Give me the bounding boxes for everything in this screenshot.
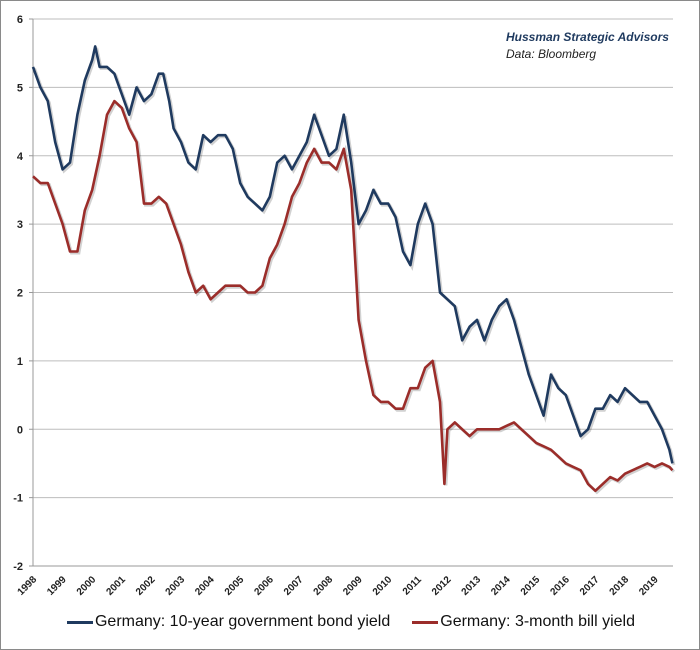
x-tick-label: 2003: [164, 574, 188, 598]
y-tick-label: -2: [13, 561, 23, 573]
y-tick-label: 3: [17, 219, 23, 231]
x-tick-label: 2012: [430, 574, 454, 598]
x-tick-label: 2011: [401, 574, 424, 597]
legend-item-bond: Germany: 10-year government bond yield: [66, 613, 391, 631]
x-tick-label: 2018: [608, 574, 632, 598]
x-tick-label: 2004: [193, 574, 217, 598]
x-tick-label: 1998: [16, 574, 40, 598]
x-tick-label: 2014: [489, 574, 513, 598]
x-tick-label: 1999: [45, 574, 69, 598]
y-tick-label: 6: [17, 14, 23, 26]
y-tick-label: 0: [17, 424, 23, 436]
y-tick-label: 4: [17, 151, 24, 163]
x-tick-label: 2008: [312, 574, 336, 598]
series-line-bill-yield: [32, 99, 674, 493]
legend-item-bill: Germany: 3-month bill yield: [412, 613, 635, 631]
y-tick-label: -1: [13, 493, 23, 505]
y-tick-label: 1: [17, 356, 23, 368]
annotation-author: Hussman Strategic Advisors: [506, 30, 669, 44]
x-tick-label: 2015: [519, 574, 543, 598]
x-tick-label: 2001: [104, 574, 128, 598]
x-tick-label: 2013: [460, 574, 484, 598]
x-tick-label: 2019: [637, 574, 661, 598]
series-shadow: [33, 100, 676, 495]
x-tick-label: 2010: [371, 574, 395, 598]
x-tick-label: 2016: [548, 574, 572, 598]
legend-swatch-bill: [412, 620, 439, 624]
source-annotation: Hussman Strategic Advisors Data: Bloombe…: [506, 29, 669, 63]
x-tick-label: 2000: [75, 574, 99, 598]
x-tick-label: 2002: [134, 574, 158, 598]
series-line-bond-yield: [31, 45, 674, 464]
annotation-source: Data: Bloomberg: [506, 47, 597, 61]
legend-label-bond: Germany: 10-year government bond yield: [94, 613, 391, 630]
x-tick-label: 2005: [223, 574, 247, 598]
y-tick-label: 2: [17, 288, 23, 300]
legend: Germany: 10-year government bond yield G…: [1, 613, 700, 631]
x-tick-label: 2006: [252, 574, 276, 598]
x-tick-label: 2017: [578, 574, 602, 598]
legend-swatch-bond: [66, 620, 93, 624]
x-tick-label: 2009: [341, 574, 365, 598]
y-tick-label: 5: [17, 82, 23, 94]
x-tick-label: 2007: [282, 574, 306, 598]
legend-label-bill: Germany: 3-month bill yield: [440, 613, 635, 630]
